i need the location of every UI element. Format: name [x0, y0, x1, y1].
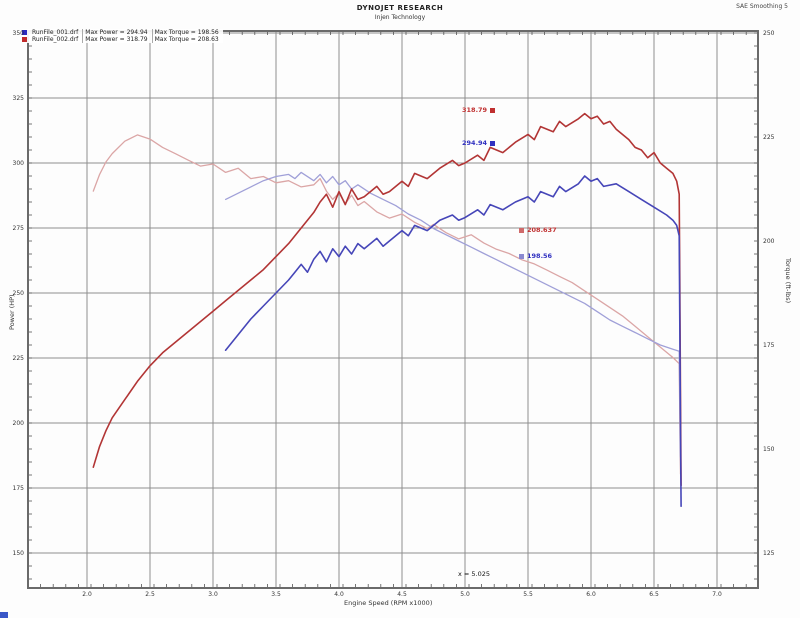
y-left-tick-label: 275 [12, 224, 24, 232]
y-right-tick-label: 125 [763, 549, 775, 557]
smoothing-note: SAE Smoothing 5 [736, 3, 788, 10]
y-right-tick-label: 250 [763, 29, 775, 37]
y-left-tick-label: 250 [12, 289, 24, 297]
legend-run2-file: RunFile_002.drf [30, 36, 84, 43]
legend-run1-max-power: Max Power = 294.94 [83, 29, 153, 36]
run2-swatch-icon [22, 37, 27, 42]
callout-torque-blue: 198.56 [519, 252, 552, 260]
x-tick-label: 6.0 [586, 591, 596, 598]
y-left-tick-label: 175 [12, 484, 24, 492]
legend: RunFile_001.drf Max Power = 294.94 Max T… [22, 29, 223, 43]
callout-power-red: 318.79 [462, 106, 496, 114]
y-left-tick-label: 200 [12, 419, 24, 427]
y-axis-title-power: Power (HP) [8, 294, 16, 330]
marker-square-blue-icon [490, 140, 496, 146]
y-right-tick-label: 175 [763, 341, 775, 349]
run1-swatch-icon [22, 30, 27, 35]
y-left-tick-label: 325 [12, 94, 24, 102]
y-right-tick-label: 150 [763, 445, 775, 453]
y-axis-title-torque: Torque (ft-lbs) [784, 258, 792, 304]
callout-power-blue: 294.94 [462, 139, 496, 147]
x-tick-label: 4.0 [334, 591, 344, 598]
series-power-run1-blue [224, 175, 682, 508]
series-power-run2-red [92, 112, 682, 487]
legend-run2-max-torque: Max Torque = 208.63 [154, 36, 219, 43]
legend-row-run1: RunFile_001.drf Max Power = 294.94 Max T… [22, 29, 223, 36]
x-tick-label: 5.5 [523, 591, 533, 598]
x-tick-label: 3.5 [271, 591, 281, 598]
x-tick-label: 6.5 [649, 591, 659, 598]
corner-artifact [0, 612, 8, 618]
legend-run1-max-torque: Max Torque = 198.56 [154, 29, 219, 36]
callout-torque-red-value: 208.637 [527, 226, 557, 234]
chart-title: DYNOJET RESEARCH [356, 4, 444, 12]
y-right-tick-label: 200 [763, 237, 775, 245]
chart-subtitle: Injen Technology [374, 14, 426, 21]
y-left-tick-label: 350 [12, 29, 24, 37]
series-torque-run2-red [92, 134, 682, 475]
marker-square-lightred-icon [519, 227, 524, 233]
marker-square-lightblue-icon [519, 253, 524, 259]
callout-torque-blue-value: 198.56 [527, 252, 553, 260]
x-tick-label: 7.0 [712, 591, 722, 598]
x-axis-title: Engine Speed (RPM x1000) [344, 599, 433, 607]
marker-square-red-icon [490, 107, 496, 113]
y-left-tick-label: 225 [12, 354, 24, 362]
legend-row-run2: RunFile_002.drf Max Power = 318.79 Max T… [22, 36, 223, 43]
cursor-readout: x = 5.025 [458, 570, 491, 578]
x-tick-label: 5.0 [460, 591, 470, 598]
y-right-tick-label: 225 [763, 133, 775, 141]
x-tick-label: 2.5 [145, 591, 155, 598]
y-left-tick-label: 150 [12, 549, 24, 557]
callout-power-blue-value: 294.94 [462, 139, 488, 147]
y-left-tick-label: 300 [12, 159, 24, 167]
x-tick-label: 3.0 [208, 591, 218, 598]
series-torque-run1-blue [224, 171, 682, 458]
legend-run2-max-power: Max Power = 318.79 [83, 36, 153, 43]
callout-power-red-value: 318.79 [462, 106, 488, 114]
callout-torque-red: 208.637 [519, 226, 557, 234]
x-tick-label: 4.5 [397, 591, 407, 598]
legend-run1-file: RunFile_001.drf [30, 29, 84, 36]
x-tick-label: 2.0 [82, 591, 92, 598]
